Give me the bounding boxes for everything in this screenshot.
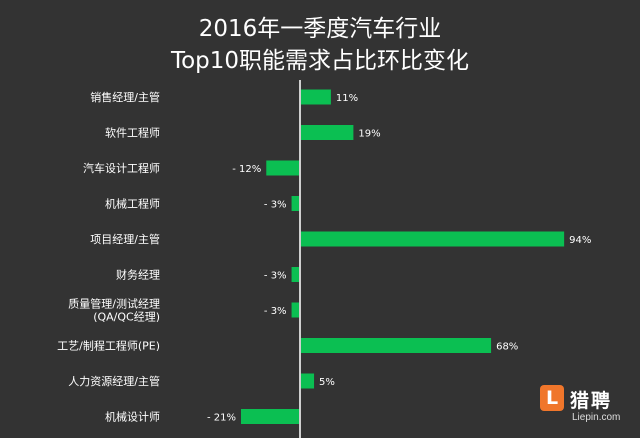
category-label-3: 汽车设计工程师	[83, 161, 160, 175]
logo-badge-icon: L	[540, 385, 564, 411]
logo-name: 猎聘	[570, 390, 613, 412]
logo-url: Liepin.com	[572, 412, 621, 423]
category-label-7-line-2: (QA/QC经理)	[93, 311, 160, 324]
bar-8	[300, 338, 492, 353]
value-label-6: - 3%	[264, 271, 287, 282]
bar-4	[291, 196, 300, 211]
bar-2	[300, 125, 354, 140]
bar-3	[266, 160, 300, 176]
category-label-1: 销售经理/主管	[90, 90, 160, 104]
value-label-7: - 3%	[264, 306, 287, 317]
bar-1	[300, 89, 331, 105]
category-label-4: 机械工程师	[105, 197, 160, 211]
category-label-10: 机械设计师	[105, 410, 160, 424]
value-label-3: - 12%	[232, 164, 261, 175]
value-label-5: 94%	[569, 235, 591, 246]
bar-5	[300, 231, 565, 247]
value-label-2: 19%	[358, 129, 380, 140]
value-label-9: 5%	[319, 377, 335, 388]
value-label-4: - 3%	[264, 200, 287, 211]
bar-6	[291, 267, 300, 282]
category-label-8: 工艺/制程工程师(PE)	[57, 340, 160, 353]
category-label-9: 人力资源经理/主管	[68, 374, 160, 388]
value-label-10: - 21%	[207, 413, 236, 424]
category-label-7-line-1: 质量管理/测试经理	[68, 297, 160, 311]
bar-9	[300, 373, 315, 389]
category-label-5: 项目经理/主管	[90, 232, 160, 246]
category-label-6: 财务经理	[116, 268, 160, 282]
chart-title-line-1: 2016年一季度汽车行业	[198, 16, 442, 42]
category-label-2: 软件工程师	[105, 126, 160, 140]
value-label-1: 11%	[336, 93, 358, 104]
value-label-8: 68%	[496, 342, 518, 353]
chart-title-line-2: Top10职能需求占比环比变化	[170, 48, 470, 74]
bar-7	[291, 302, 300, 318]
liepin-logo: L 猎聘 Liepin.com	[532, 381, 640, 438]
bar-10	[240, 409, 300, 424]
